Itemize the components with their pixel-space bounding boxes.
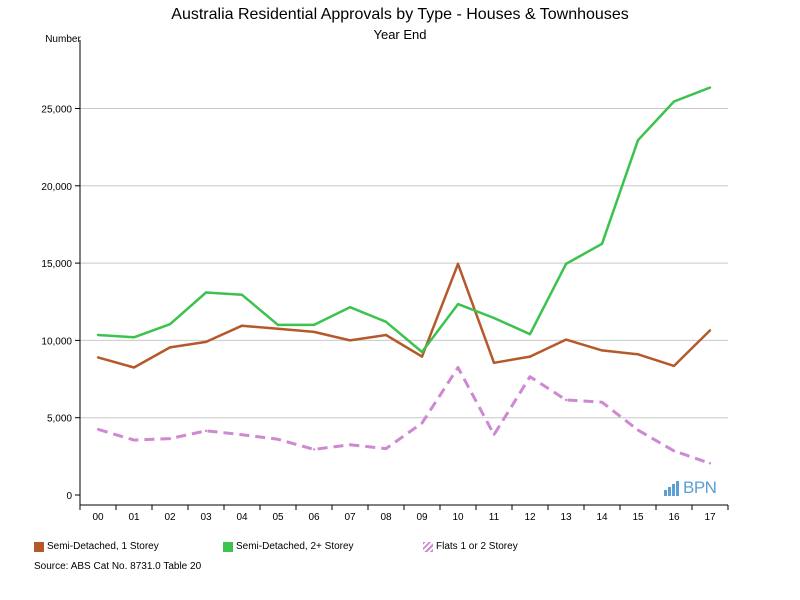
legend-item-flats-1-or-2-storey: Flats 1 or 2 Storey (423, 541, 518, 552)
data-point (312, 448, 316, 451)
data-point (420, 421, 424, 425)
data-point (276, 323, 280, 327)
data-point (348, 305, 352, 309)
data-point (528, 375, 532, 378)
data-point (456, 262, 460, 266)
data-point (564, 338, 568, 341)
data-point (564, 262, 568, 266)
data-point (240, 324, 244, 327)
legend-label: Semi-Detached, 2+ Storey (236, 541, 354, 552)
legend-item-semi-detached-1-storey: Semi-Detached, 1 Storey (34, 541, 159, 552)
data-point (204, 429, 208, 433)
data-point (492, 433, 496, 436)
data-point (600, 401, 604, 404)
data-point (636, 428, 640, 432)
x-tick-label: 04 (236, 512, 248, 523)
legend-label: Semi-Detached, 1 Storey (47, 541, 159, 552)
data-point (672, 100, 676, 103)
logo-text: BPN (683, 478, 717, 497)
data-point (204, 340, 208, 344)
chart-subtitle: Year End (373, 27, 427, 42)
data-point (384, 447, 388, 450)
x-tick-label: 06 (308, 512, 320, 523)
x-tick-label: 08 (380, 512, 392, 523)
x-tick-label: 03 (200, 512, 212, 523)
y-axis-label: Number (45, 34, 81, 45)
x-tick-label: 07 (344, 512, 356, 523)
data-point (240, 293, 244, 296)
y-tick-label: 15,000 (41, 259, 72, 270)
chart-title: Australia Residential Approvals by Type … (171, 6, 629, 23)
data-point (492, 361, 496, 365)
data-point (708, 462, 712, 465)
data-point (708, 86, 712, 89)
data-point (492, 316, 496, 320)
data-point (204, 291, 208, 294)
data-point (708, 329, 712, 332)
x-tick-label: 00 (92, 512, 104, 523)
legend-item-semi-detached-2-storey: Semi-Detached, 2+ Storey (223, 541, 354, 552)
x-tick-label: 12 (524, 512, 536, 523)
data-point (348, 339, 352, 342)
source-note: Source: ABS Cat No. 8731.0 Table 20 (34, 561, 202, 572)
legend-swatch (423, 541, 433, 552)
data-point (132, 336, 136, 339)
data-point (96, 333, 100, 337)
x-tick-label: 16 (668, 512, 680, 523)
y-tick-label: 25,000 (41, 105, 72, 116)
y-tick-label: 5,000 (47, 414, 72, 425)
data-point (420, 355, 424, 358)
data-point (132, 438, 136, 442)
series-line-1 (97, 86, 711, 354)
data-point (312, 330, 316, 334)
x-tick-label: 10 (452, 512, 464, 523)
bpn-logo: BPN (664, 478, 717, 497)
data-point (348, 443, 352, 446)
data-point (384, 333, 388, 337)
series-line-0 (97, 262, 711, 369)
x-tick-label: 09 (416, 512, 428, 523)
series-line-2 (97, 366, 711, 465)
data-point (132, 366, 136, 369)
data-point (672, 449, 676, 453)
data-point (600, 349, 604, 352)
data-point (456, 302, 460, 306)
legend-swatch (223, 541, 233, 552)
data-point (168, 322, 172, 326)
data-point (636, 138, 640, 142)
data-point (168, 346, 172, 349)
data-point (240, 433, 244, 436)
x-tick-label: 15 (632, 512, 644, 523)
data-point (672, 364, 676, 368)
data-point (564, 398, 568, 402)
data-point (456, 366, 460, 369)
data-point (168, 437, 172, 440)
x-tick-label: 05 (272, 512, 284, 523)
y-tick-label: 0 (66, 491, 72, 502)
data-point (528, 355, 532, 358)
data-point (96, 428, 100, 431)
y-tick-label: 10,000 (41, 336, 72, 347)
data-point (276, 327, 280, 331)
y-tick-label: 20,000 (41, 182, 72, 193)
data-point (420, 350, 424, 354)
legend-swatch (34, 541, 44, 552)
x-tick-label: 01 (128, 512, 140, 523)
data-point (600, 242, 604, 245)
x-tick-label: 17 (704, 512, 716, 523)
x-tick-label: 13 (560, 512, 572, 523)
data-point (276, 438, 280, 441)
legend-label: Flats 1 or 2 Storey (436, 541, 518, 552)
data-point (384, 320, 388, 324)
data-point (636, 353, 640, 356)
data-point (96, 356, 100, 359)
data-point (528, 333, 532, 336)
x-tick-label: 02 (164, 512, 176, 523)
logo-bars-icon (664, 481, 680, 496)
data-point (312, 323, 316, 327)
x-tick-label: 14 (596, 512, 608, 523)
x-tick-label: 11 (489, 512, 500, 523)
